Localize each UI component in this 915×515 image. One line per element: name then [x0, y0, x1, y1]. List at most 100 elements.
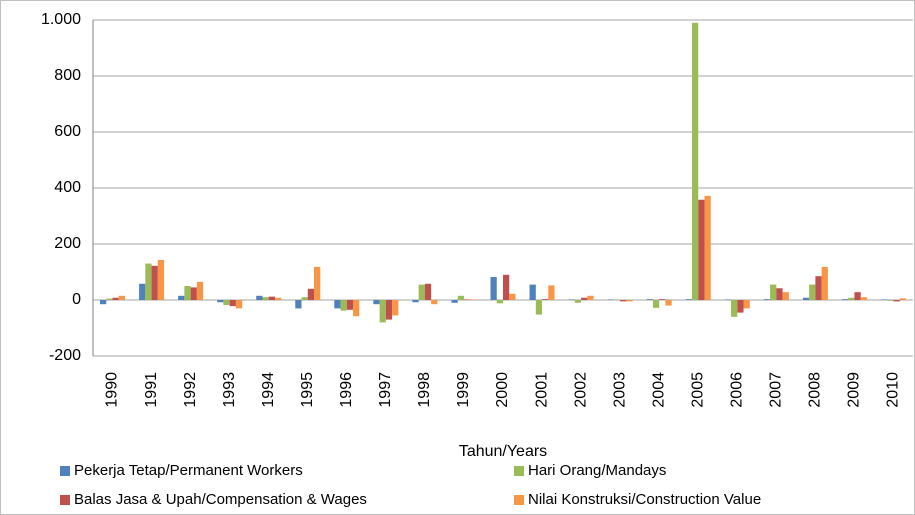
- bar: [659, 299, 666, 300]
- bar: [106, 298, 113, 300]
- bar: [620, 300, 627, 302]
- bar: [217, 300, 224, 303]
- bar: [665, 300, 672, 306]
- y-tick-label: 0: [72, 291, 81, 308]
- bar: [574, 300, 582, 303]
- bar: [100, 300, 107, 305]
- x-tick-label: 1995: [299, 372, 316, 408]
- y-tick-label: 1.000: [41, 11, 81, 28]
- bar: [223, 300, 230, 306]
- bar: [646, 299, 653, 300]
- bar: [743, 300, 750, 309]
- bar: [112, 297, 119, 300]
- bar: [431, 300, 438, 305]
- legend: Pekerja Tetap/Permanent Workers Hari Oran…: [60, 462, 761, 508]
- legend-label: Balas Jasa & Upah/Compensation & Wages: [74, 491, 367, 508]
- bar: [848, 297, 855, 300]
- y-tick-label: 200: [54, 235, 81, 252]
- bar: [118, 295, 126, 300]
- bar: [613, 299, 621, 300]
- bar: [893, 300, 900, 302]
- bar: [463, 299, 471, 300]
- bar: [457, 295, 464, 300]
- bar: [509, 293, 516, 300]
- bar: [880, 299, 888, 300]
- bar: [568, 299, 575, 300]
- bar: [607, 299, 614, 300]
- x-tick-label: 2010: [885, 372, 902, 408]
- bar: [190, 287, 197, 300]
- x-tick-label: 2002: [572, 372, 589, 408]
- bar: [809, 284, 816, 300]
- bar: [139, 283, 146, 300]
- bar: [295, 300, 302, 309]
- x-tick-label: 2006: [729, 372, 746, 408]
- bar: [424, 283, 432, 300]
- x-tick-label: 2003: [611, 372, 628, 408]
- x-tick-label: 2004: [650, 372, 667, 408]
- bar: [379, 300, 386, 323]
- legend-swatch: [514, 466, 524, 476]
- bar: [412, 300, 419, 303]
- bar: [887, 300, 894, 301]
- bar: [548, 285, 555, 300]
- x-tick-label: 1991: [143, 372, 160, 408]
- y-tick-label: 800: [54, 67, 81, 84]
- x-tick-label: 2008: [807, 372, 824, 408]
- bar: [229, 300, 236, 307]
- bar: [776, 288, 783, 300]
- bar: [334, 300, 341, 309]
- legend-label: Hari Orang/Mandays: [528, 462, 666, 479]
- bar: [685, 299, 692, 300]
- bar: [496, 300, 503, 304]
- bar: [587, 295, 594, 300]
- bar: [503, 274, 510, 300]
- y-tick-label: 400: [54, 179, 81, 196]
- bar: [581, 297, 588, 300]
- x-tick-label: 2000: [494, 372, 511, 408]
- x-tick-label: 1990: [104, 372, 121, 408]
- bar: [626, 300, 633, 302]
- x-tick-label: 2005: [689, 372, 706, 408]
- bar: [268, 296, 275, 300]
- y-tick-label: -200: [49, 347, 81, 364]
- bar: [196, 281, 204, 300]
- bar: [763, 299, 771, 300]
- bar: [737, 300, 744, 313]
- bar: [145, 263, 152, 300]
- bar: [860, 297, 867, 300]
- bar: [691, 22, 699, 301]
- legend-swatch: [514, 495, 524, 505]
- bar: [301, 297, 308, 300]
- bar: [184, 286, 191, 300]
- legend-label: Pekerja Tetap/Permanent Workers: [74, 462, 303, 479]
- bar: [770, 284, 777, 300]
- bar: [542, 299, 549, 300]
- bar: [854, 292, 861, 300]
- bar: [470, 299, 477, 300]
- x-tick-label: 1999: [455, 372, 472, 408]
- bar: [724, 299, 732, 300]
- y-tick-label: 600: [54, 123, 81, 140]
- bar: [698, 199, 705, 300]
- x-tick-label: 1998: [416, 372, 433, 408]
- bar: [346, 300, 354, 310]
- bar: [307, 288, 315, 300]
- legend-label: Nilai Konstruksi/Construction Value: [528, 491, 761, 508]
- bar: [899, 298, 906, 300]
- x-tick-label: 1994: [260, 372, 277, 408]
- bar: [151, 265, 158, 300]
- x-tick-label: 1992: [182, 372, 199, 408]
- bar: [353, 300, 360, 317]
- x-tick-label: 1993: [221, 372, 238, 408]
- bar: [235, 300, 243, 309]
- bar: [782, 292, 789, 300]
- bar: [340, 300, 347, 311]
- x-axis-label: Tahun/Years: [459, 443, 547, 460]
- bar: [451, 300, 458, 303]
- legend-swatch: [60, 495, 70, 505]
- legend-swatch: [60, 466, 70, 476]
- x-tick-label: 2009: [846, 372, 863, 408]
- bar: [490, 277, 497, 300]
